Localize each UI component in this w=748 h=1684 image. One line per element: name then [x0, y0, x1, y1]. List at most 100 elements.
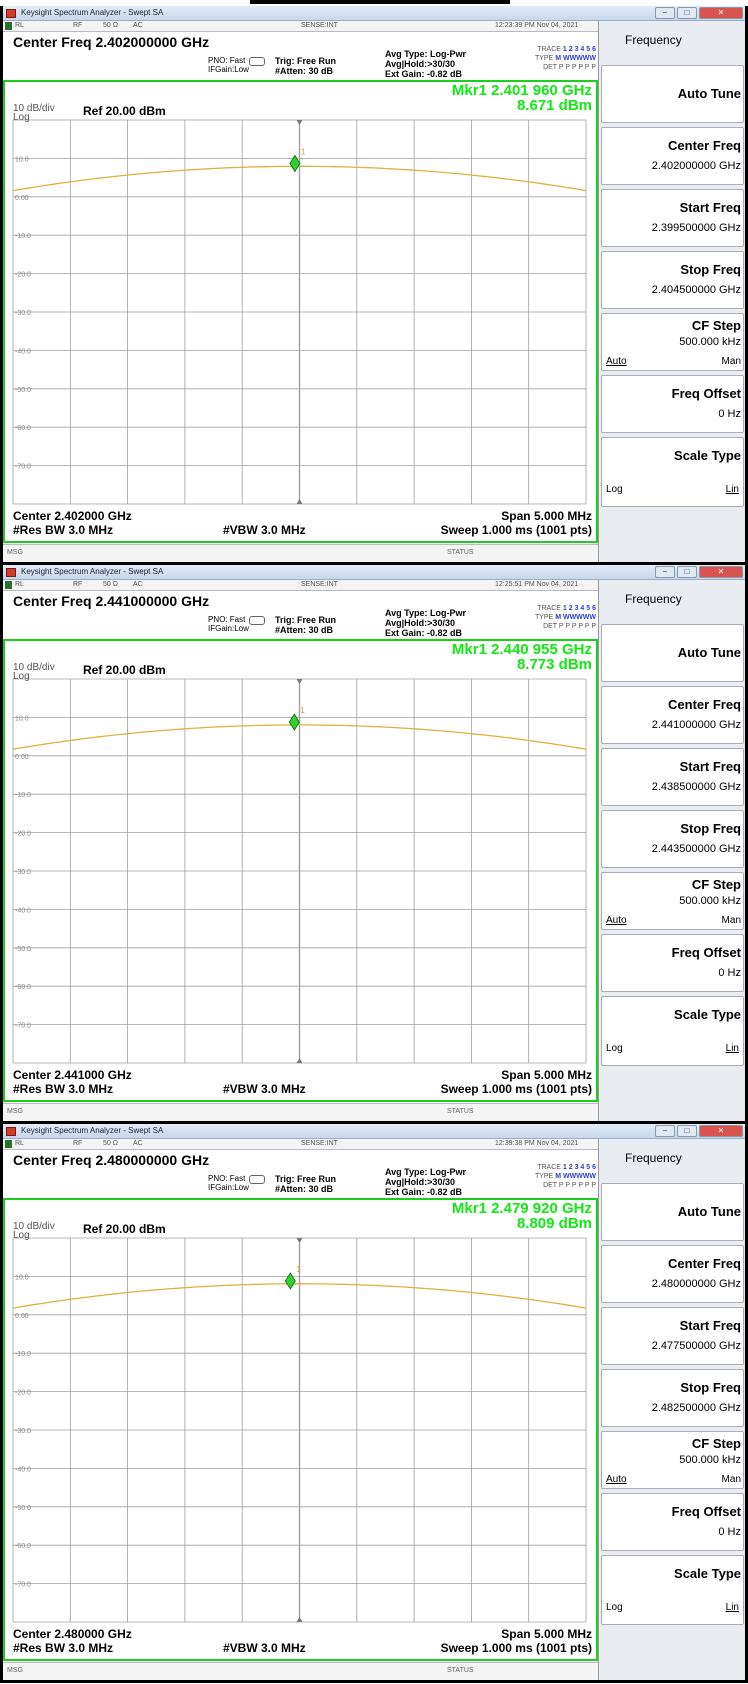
- trace-value: 1 2 3 4 5 6: [562, 605, 596, 612]
- marker-readout: Mkr1 2.401 960 GHz 8.671 dBm: [452, 83, 592, 113]
- scale-type-key[interactable]: Scale Type Log Lin: [601, 996, 744, 1066]
- stop-freq-key[interactable]: Stop Freq 2.404500000 GHz: [601, 251, 744, 309]
- cf-step-man-option[interactable]: Man: [721, 915, 741, 926]
- cf-step-auto-option[interactable]: Auto: [606, 915, 627, 926]
- maximize-button[interactable]: □: [677, 1125, 697, 1137]
- cf-step-label: CF Step: [691, 1436, 741, 1451]
- stop-freq-label: Stop Freq: [680, 821, 741, 836]
- trigger-arrow-icon: [249, 57, 265, 66]
- center-freq-key[interactable]: Center Freq 2.441000000 GHz: [601, 686, 744, 744]
- center-top-tick: [296, 120, 303, 125]
- maximize-button[interactable]: □: [677, 566, 697, 578]
- scale-lin-option[interactable]: Lin: [725, 484, 739, 495]
- analyzer-window: Keysight Spectrum Analyzer - Swept SA − …: [3, 6, 745, 562]
- cf-step-auto-option[interactable]: Auto: [606, 356, 627, 367]
- span: Span 5.000 MHz: [501, 1627, 592, 1641]
- minimize-button[interactable]: −: [655, 566, 675, 578]
- start-freq-key[interactable]: Start Freq 2.399500000 GHz: [601, 189, 744, 247]
- stop-freq-value: 2.482500000 GHz: [651, 1402, 741, 1414]
- vbw: #VBW 3.0 MHz: [223, 1082, 306, 1096]
- averaging-info: Avg Type: Log-Pwr Avg|Hold:>30/30 Ext Ga…: [385, 1167, 466, 1197]
- window-titlebar[interactable]: Keysight Spectrum Analyzer - Swept SA − …: [3, 1124, 745, 1139]
- close-button[interactable]: ✕: [699, 7, 743, 19]
- scale-type-label: Scale Type: [674, 448, 741, 463]
- vbw: #VBW 3.0 MHz: [223, 523, 306, 537]
- center-freq-title: Center Freq 2.402000000 GHz: [13, 34, 210, 50]
- cf-step-auto-option[interactable]: Auto: [606, 1474, 627, 1485]
- det-label: DET: [543, 1182, 557, 1189]
- marker-frequency: Mkr1 2.479 920 GHz: [451, 1200, 592, 1217]
- y-tick-label: 0.00: [15, 195, 29, 202]
- det-label: DET: [543, 64, 557, 71]
- trace-value: 1 2 3 4 5 6: [562, 46, 596, 53]
- auto-tune-key[interactable]: Auto Tune: [601, 1183, 744, 1241]
- start-freq-label: Start Freq: [679, 759, 741, 774]
- cf-step-man-option[interactable]: Man: [721, 1474, 741, 1485]
- softkey-menu-title: Frequency: [625, 33, 682, 47]
- pno-ifgain: PNO: Fast IFGain:Low: [208, 56, 249, 74]
- center-freq-key[interactable]: Center Freq 2.480000000 GHz: [601, 1245, 744, 1303]
- spectrum-plot: 10.0 0.00 -10.0 -20.0 -30.0 -40.0 -50.0 -60.0 -7…: [12, 119, 587, 505]
- auto-tune-key[interactable]: Auto Tune: [601, 65, 744, 123]
- y-tick-label: -70.0: [15, 464, 31, 471]
- span: Span 5.000 MHz: [501, 509, 592, 523]
- minimize-button[interactable]: −: [655, 7, 675, 19]
- cf-step-value: 500.000 kHz: [679, 336, 741, 348]
- rl-label: RL: [15, 1140, 24, 1147]
- center-freq-key[interactable]: Center Freq 2.402000000 GHz: [601, 127, 744, 185]
- status-row: RL RF 50 Ω AC SENSE:INT 12:39:38 PM Nov …: [3, 1139, 598, 1150]
- close-button[interactable]: ✕: [699, 566, 743, 578]
- start-freq-key[interactable]: Start Freq 2.438500000 GHz: [601, 748, 744, 806]
- scale-log-option[interactable]: Log: [606, 484, 623, 495]
- freq-offset-value: 0 Hz: [718, 967, 741, 979]
- cf-step-key[interactable]: CF Step 500.000 kHz Auto Man: [601, 1431, 744, 1489]
- trace-table: TRACE 1 2 3 4 5 6 TYPE M WWWWW DET P P P…: [493, 45, 596, 79]
- cf-step-label: CF Step: [691, 318, 741, 333]
- scale-type-key[interactable]: Scale Type Log Lin: [601, 1555, 744, 1625]
- cf-step-man-option[interactable]: Man: [721, 356, 741, 367]
- stop-freq-key[interactable]: Stop Freq 2.443500000 GHz: [601, 810, 744, 868]
- marker-number-label: 1: [300, 706, 305, 715]
- cf-step-key[interactable]: CF Step 500.000 kHz Auto Man: [601, 872, 744, 930]
- window-title: Keysight Spectrum Analyzer - Swept SA: [21, 567, 164, 576]
- scale-log-option[interactable]: Log: [606, 1602, 623, 1613]
- center-bottom-tick: [296, 1058, 303, 1063]
- marker-readout: Mkr1 2.479 920 GHz 8.809 dBm: [452, 1201, 592, 1231]
- sweep: Sweep 1.000 ms (1001 pts): [440, 1082, 592, 1096]
- maximize-button[interactable]: □: [677, 7, 697, 19]
- timestamp: 12:25:51 PM Nov 04, 2021: [495, 581, 579, 588]
- scale-type-key[interactable]: Scale Type Log Lin: [601, 437, 744, 507]
- minimize-button[interactable]: −: [655, 1125, 675, 1137]
- start-freq-key[interactable]: Start Freq 2.477500000 GHz: [601, 1307, 744, 1365]
- freq-offset-key[interactable]: Freq Offset 0 Hz: [601, 1493, 744, 1551]
- auto-tune-label: Auto Tune: [677, 86, 741, 101]
- trace-value: 1 2 3 4 5 6: [562, 1164, 596, 1171]
- settings-header: Center Freq 2.402000000 GHz PNO: Fast IF…: [3, 32, 598, 80]
- window-titlebar[interactable]: Keysight Spectrum Analyzer - Swept SA − …: [3, 565, 745, 580]
- cf-step-key[interactable]: CF Step 500.000 kHz Auto Man: [601, 313, 744, 371]
- scale-lin-option[interactable]: Lin: [725, 1043, 739, 1054]
- softkey-panel: Frequency Auto Tune Center Freq 2.441000…: [598, 580, 745, 1121]
- auto-tune-label: Auto Tune: [677, 1204, 741, 1219]
- y-tick-label: -40.0: [15, 348, 31, 355]
- freq-offset-key[interactable]: Freq Offset 0 Hz: [601, 375, 744, 433]
- scale-log-option[interactable]: Log: [606, 1043, 623, 1054]
- freq-offset-key[interactable]: Freq Offset 0 Hz: [601, 934, 744, 992]
- scale-per-div: 10 dB/div: [13, 103, 55, 114]
- trace-label: TRACE: [537, 46, 561, 53]
- window-titlebar[interactable]: Keysight Spectrum Analyzer - Swept SA − …: [3, 6, 745, 21]
- trigger-label: Trig: Free Run: [275, 1174, 337, 1184]
- timestamp: 12:39:38 PM Nov 04, 2021: [495, 1140, 579, 1147]
- scale-per-div: 10 dB/div: [13, 662, 55, 673]
- spectrum-plot: 10.0 0.00 -10.0 -20.0 -30.0 -40.0 -50.0 -60.0 -7…: [12, 1237, 587, 1623]
- scale-lin-option[interactable]: Lin: [725, 1602, 739, 1613]
- close-button[interactable]: ✕: [699, 1125, 743, 1137]
- center-freq-value: 2.441000000 GHz: [651, 719, 741, 731]
- auto-tune-key[interactable]: Auto Tune: [601, 624, 744, 682]
- y-tick-label: -60.0: [15, 1543, 31, 1550]
- trigger-label: Trig: Free Run: [275, 615, 337, 625]
- vbw: #VBW 3.0 MHz: [223, 1641, 306, 1655]
- det-value: P P P P P P: [558, 623, 596, 630]
- softkey-menu-title: Frequency: [625, 1151, 682, 1165]
- stop-freq-key[interactable]: Stop Freq 2.482500000 GHz: [601, 1369, 744, 1427]
